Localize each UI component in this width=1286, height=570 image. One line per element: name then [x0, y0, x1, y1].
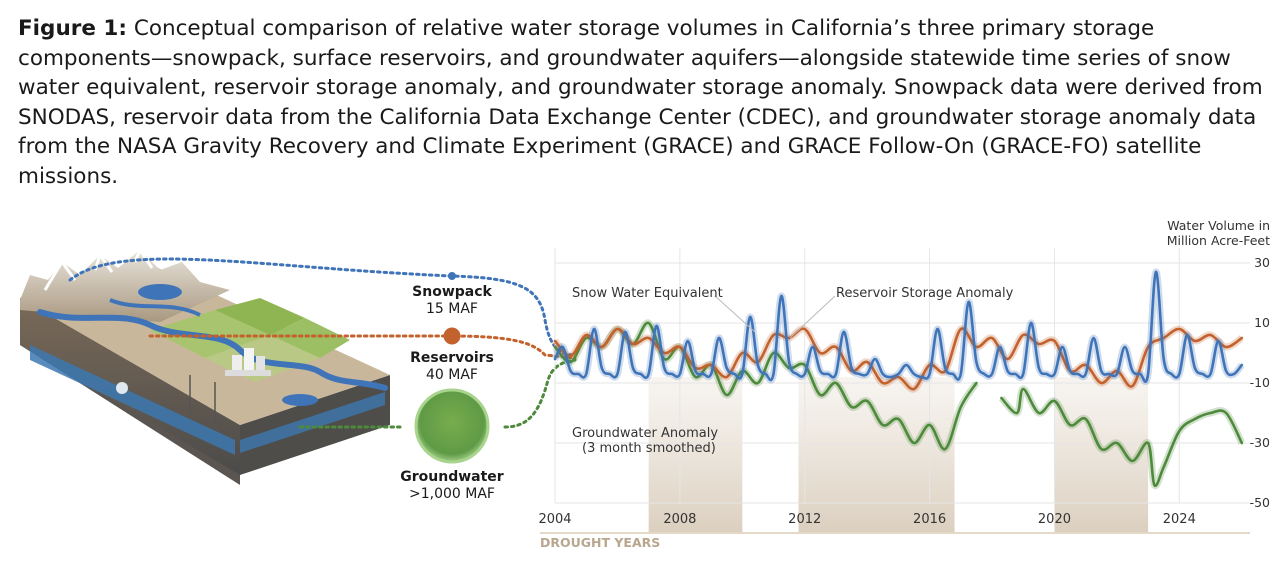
drought-period-0 [648, 377, 743, 532]
x-tick-label-3: 2016 [913, 512, 946, 527]
y-tick-label-2: -10 [1250, 375, 1270, 390]
snowpack-label: Snowpack [412, 284, 492, 300]
y-tick-labels: 30 10 -10 -30 -50 [1250, 255, 1270, 510]
swe-annotation-leader [714, 295, 756, 333]
y-tick-label-4: -50 [1250, 495, 1270, 510]
y-tick-label-1: 10 [1254, 315, 1270, 330]
groundwater-annotation-note: (3 month smoothed) [582, 441, 716, 456]
x-tick-label-5: 2024 [1163, 512, 1196, 527]
y-axis-label-line2: Million Acre-Feet [1167, 233, 1270, 248]
drought-period-2 [1054, 377, 1149, 532]
x-tick-label-2: 2012 [788, 512, 821, 527]
drought-period-1 [798, 377, 955, 532]
x-tick-labels: 2004 2008 2012 2016 2020 2024 [538, 512, 1195, 527]
y-tick-label-0: 30 [1254, 255, 1270, 270]
x-tick-label-1: 2008 [663, 512, 696, 527]
snowpack-volume: 15 MAF [426, 301, 478, 317]
reservoirs-label: Reservoirs [410, 350, 494, 366]
time-series-chart: 30 10 -10 -30 -50 2004 2008 2012 2016 2020 2024 W… [538, 218, 1270, 550]
chart-series [551, 268, 1245, 490]
groundwater-volume: >1,000 MAF [409, 486, 495, 502]
drought-shading [648, 377, 1149, 532]
reservoir-annotation-leader [789, 295, 836, 339]
y-axis-label-line1: Water Volume in [1167, 218, 1270, 233]
swe-annotation: Snow Water Equivalent [572, 286, 723, 301]
storage-connectors [68, 257, 577, 464]
groundwater-volume-circle [414, 388, 490, 464]
series-line-0 [553, 270, 1244, 383]
figure-caption: Figure 1: Conceptual comparison of relat… [18, 14, 1268, 191]
caption-text: Conceptual comparison of relative water … [18, 16, 1263, 189]
groundwater-annotation: Groundwater Anomaly [572, 426, 718, 441]
groundwater-label: Groundwater [400, 469, 504, 485]
drought-baseline [540, 532, 1250, 534]
reservoirs-volume: 40 MAF [426, 367, 478, 383]
x-tick-label-4: 2020 [1038, 512, 1071, 527]
figure-label: Figure 1: [18, 16, 127, 41]
x-tick-label-0: 2004 [538, 512, 571, 527]
series-line-1 [553, 327, 1244, 391]
y-tick-label-3: -30 [1250, 435, 1270, 450]
reservoir-annotation: Reservoir Storage Anomaly [836, 286, 1014, 301]
drought-years-label: DROUGHT YEARS [540, 535, 660, 550]
landscape-illustration [20, 246, 390, 485]
